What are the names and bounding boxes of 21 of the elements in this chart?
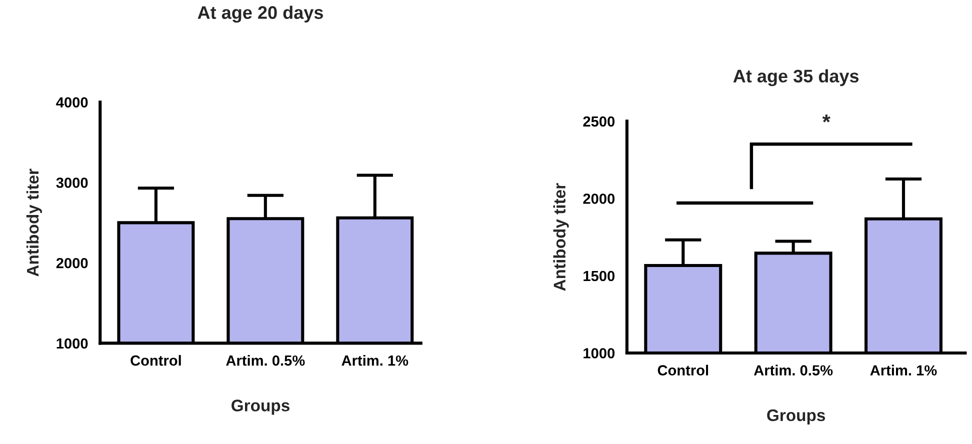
- x-tick-label: Artim. 1%: [870, 364, 937, 376]
- chart-title: At age 20 days: [198, 6, 323, 23]
- y-tick-label: 1000: [56, 338, 88, 349]
- x-tick-label: Artim. 0.5%: [226, 355, 305, 366]
- x-tick-label: Control: [130, 355, 181, 366]
- y-tick-label: 1000: [584, 348, 615, 358]
- y-tick-label: 4000: [56, 97, 88, 108]
- y-axis-title: Antibody titer: [26, 168, 42, 276]
- x-axis-title: Groups: [232, 400, 290, 415]
- annotation: *: [822, 114, 830, 122]
- y-tick-label: 1500: [584, 270, 615, 282]
- y-tick-label: 2500: [583, 116, 615, 127]
- y-tick-label: 2000: [583, 194, 615, 204]
- chart-title: At age 35 days: [733, 69, 859, 86]
- y-axis-title: Antibody titer: [553, 183, 569, 291]
- x-axis-title: Groups: [767, 409, 826, 424]
- x-tick-label: Artim. 1%: [342, 355, 408, 366]
- x-tick-label: Control: [658, 364, 708, 376]
- y-tick-label: 3000: [56, 178, 88, 188]
- x-tick-label: Artim. 0.5%: [754, 364, 833, 376]
- y-tick-label: 2000: [56, 258, 88, 268]
